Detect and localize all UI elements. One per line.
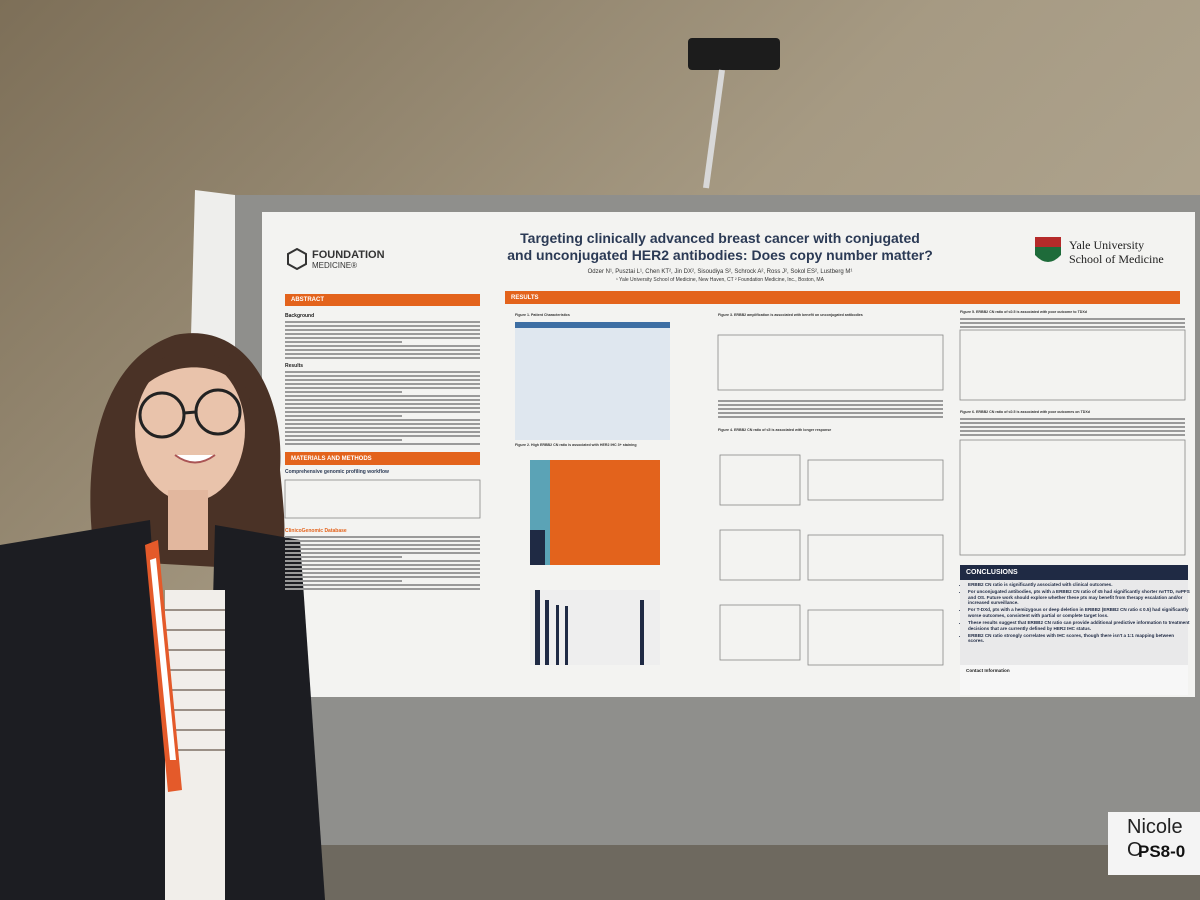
section-header: RESULTS bbox=[505, 291, 1180, 304]
figure-caption: Figure 3. ERBB2 amplification is associa… bbox=[718, 313, 863, 317]
text-line bbox=[960, 418, 1185, 420]
text-line bbox=[285, 560, 480, 562]
yale-line: School of Medicine bbox=[1069, 252, 1164, 266]
text-line bbox=[285, 371, 480, 373]
title-line: and unconjugated HER2 antibodies: Does c… bbox=[507, 247, 933, 263]
yale-shield bbox=[1035, 237, 1061, 262]
poster-title: Targeting clinically advanced breast can… bbox=[440, 230, 1000, 284]
text-line bbox=[718, 408, 943, 410]
text-line bbox=[285, 375, 480, 377]
text-line bbox=[285, 564, 480, 566]
logo-name: FOUNDATION bbox=[312, 248, 385, 261]
logo-sub: MEDICINE® bbox=[312, 260, 358, 270]
text-line bbox=[285, 572, 480, 574]
title-line: Targeting clinically advanced breast can… bbox=[520, 230, 920, 246]
text-line bbox=[285, 329, 480, 331]
text-line bbox=[285, 556, 402, 558]
authors: Odzer N¹, Pusztai L¹, Chen KT², Jin DX²,… bbox=[587, 269, 853, 275]
conclusion: For T-DXd, pts with a hemizygous or deep… bbox=[968, 607, 1190, 618]
conclusions-list: ERBB2 CN ratio is significantly associat… bbox=[962, 582, 1190, 645]
contact: Contact Information bbox=[966, 668, 1010, 673]
subhead: Background bbox=[285, 313, 315, 319]
conclusion: ERBB2 CN ratio is significantly associat… bbox=[968, 582, 1190, 588]
yale-line: Yale University bbox=[1069, 238, 1145, 252]
section-header: MATERIALS AND METHODS bbox=[285, 452, 480, 465]
text-line bbox=[718, 412, 943, 414]
text-line bbox=[285, 341, 402, 343]
text-line bbox=[960, 426, 1185, 428]
text-line bbox=[960, 422, 1185, 424]
text-line bbox=[285, 353, 480, 355]
text-line bbox=[285, 391, 402, 393]
text-line bbox=[285, 399, 480, 401]
text-line bbox=[285, 540, 480, 542]
subhead: Results bbox=[285, 363, 304, 369]
yale-logo: Yale University School of Medicine bbox=[1033, 235, 1164, 269]
name-card-code: PS8-0 bbox=[1138, 842, 1186, 861]
text-line bbox=[285, 419, 480, 421]
text-line bbox=[285, 423, 480, 425]
text-line bbox=[285, 345, 480, 347]
text-line bbox=[285, 552, 480, 554]
subhead: ClinicoGenomic Database bbox=[285, 528, 347, 534]
text-line bbox=[285, 568, 480, 570]
section-header: ABSTRACT bbox=[285, 294, 480, 306]
section-header: CONCLUSIONS bbox=[960, 565, 1188, 580]
text-line bbox=[285, 576, 480, 578]
text-line bbox=[285, 395, 480, 397]
text-line bbox=[285, 415, 402, 417]
text-line bbox=[960, 322, 1185, 324]
affiliations: ¹ Yale University School of Medicine, Ne… bbox=[616, 277, 824, 283]
text-line bbox=[718, 416, 943, 418]
text-line bbox=[285, 379, 480, 381]
text-line bbox=[718, 400, 943, 402]
text-line bbox=[285, 439, 402, 441]
text-line bbox=[960, 318, 1185, 320]
conclusion: These results suggest that ERBB2 CN rati… bbox=[968, 620, 1190, 631]
text-line bbox=[285, 443, 480, 445]
text-line bbox=[285, 588, 480, 590]
text-line bbox=[285, 349, 480, 351]
text-line bbox=[718, 404, 943, 406]
figure-caption: Figure 5. ERBB2 CN ratio of ≤0.5 is asso… bbox=[960, 310, 1087, 314]
text-line bbox=[285, 435, 480, 437]
text-line bbox=[285, 411, 480, 413]
text-line bbox=[285, 431, 480, 433]
conclusion: For unconjugated antibodies, pts with a … bbox=[968, 589, 1190, 606]
name-card-name: Nicole O bbox=[1127, 816, 1183, 861]
text-line bbox=[285, 427, 480, 429]
text-line bbox=[285, 544, 480, 546]
text-line bbox=[285, 387, 480, 389]
text-line bbox=[285, 580, 402, 582]
figure-caption: Figure 2. High ERBB2 CN ratio is associa… bbox=[515, 443, 637, 447]
text-line bbox=[285, 403, 480, 405]
logo-icon bbox=[287, 248, 307, 270]
text-line bbox=[285, 383, 480, 385]
text-line bbox=[285, 325, 480, 327]
foundation-logo: FOUNDATION MEDICINE® bbox=[287, 248, 385, 270]
text-line bbox=[960, 326, 1185, 328]
conclusion: ERBB2 CN ratio strongly correlates with … bbox=[968, 633, 1190, 644]
text-line bbox=[285, 357, 480, 359]
figure-caption: Figure 1. Patient Characteristics bbox=[515, 313, 570, 317]
text-line bbox=[285, 321, 480, 323]
figure-caption: Figure 6. ERBB2 CN ratio of ≤0.5 is asso… bbox=[960, 410, 1090, 414]
figure-caption: Figure 4. ERBB2 CN ratio of ≤5 is associ… bbox=[718, 428, 832, 432]
text-line bbox=[285, 548, 480, 550]
subhead: Comprehensive genomic profiling workflow bbox=[285, 469, 389, 475]
text-line bbox=[285, 333, 480, 335]
text-line bbox=[960, 434, 1185, 436]
text-line bbox=[285, 536, 480, 538]
text-line bbox=[285, 337, 480, 339]
text-line bbox=[285, 584, 480, 586]
text-line bbox=[960, 430, 1185, 432]
text-line bbox=[285, 407, 480, 409]
